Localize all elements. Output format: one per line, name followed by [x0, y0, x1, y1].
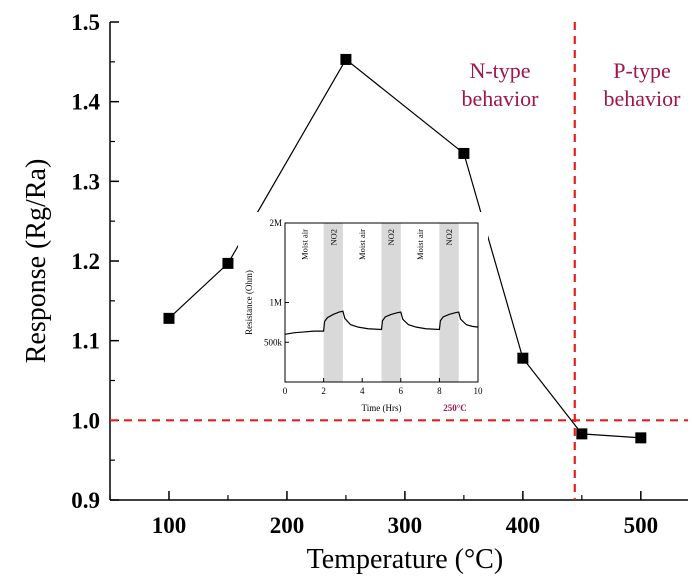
no2-exposure-band — [323, 223, 343, 382]
x-tick-label: 100 — [152, 513, 187, 538]
data-point-marker — [340, 53, 352, 65]
y-tick-label: 1.3 — [71, 169, 100, 194]
y-tick-label: 1.1 — [71, 329, 100, 354]
no2-exposure-band — [439, 223, 459, 382]
inset-y-tick-label: 2M — [269, 218, 282, 228]
inset-y-tick-label: 500k — [264, 337, 283, 347]
inset-phase-label: NO2 — [386, 229, 396, 246]
inset-plot: 0 2 4 6 8 10 500k 1M 2M Time (Hrs) Resistance (Ohm… — [238, 212, 488, 418]
inset-phase-label: Moist air — [357, 229, 367, 260]
inset-x-tick-label: 10 — [474, 386, 484, 396]
x-tick-label: 200 — [270, 513, 305, 538]
inset-x-tick-label: 8 — [437, 386, 442, 396]
data-point-marker — [576, 428, 588, 440]
inset-x-axis-label: Time (Hrs) — [362, 403, 402, 413]
y-axis-label: Response (Rg/Ra) — [21, 159, 52, 364]
inset-phase-label: NO2 — [328, 229, 338, 246]
y-tick-label: 1.0 — [71, 408, 100, 433]
data-point-marker — [517, 352, 529, 364]
inset-phase-label: Moist air — [299, 229, 309, 260]
inset-phase-label: Moist air — [415, 229, 425, 260]
inset-x-tick-label: 4 — [360, 386, 365, 396]
y-tick-label: 1.5 — [71, 10, 100, 35]
data-point-marker — [635, 432, 647, 444]
inset-phase-label: NO2 — [444, 229, 454, 246]
resistance-trace — [284, 310, 479, 335]
x-tick-label: 500 — [624, 513, 659, 538]
x-tick-label: 300 — [388, 513, 423, 538]
n-type-label-line2: behavior — [462, 86, 540, 111]
y-tick-label: 0.9 — [71, 488, 100, 513]
x-tick-label: 400 — [506, 513, 541, 538]
inset-temperature-label: 250°C — [443, 403, 467, 413]
inset-y-axis-label: Resistance (Ohm) — [244, 270, 254, 335]
data-point-marker — [222, 257, 234, 269]
y-tick-label: 1.4 — [71, 90, 100, 115]
x-axis-label: Temperature (°C) — [307, 544, 504, 575]
inset-x-tick-label: 6 — [399, 386, 404, 396]
p-type-label-line1: P-type — [613, 58, 670, 83]
y-tick-label: 1.2 — [71, 249, 100, 274]
inset-x-tick-label: 2 — [321, 386, 326, 396]
data-point-marker — [163, 312, 175, 324]
inset-x-tick-label: 0 — [283, 386, 288, 396]
inset-y-tick-label: 1M — [269, 298, 282, 308]
p-type-label-line2: behavior — [604, 86, 682, 111]
no2-exposure-band — [381, 223, 401, 382]
data-point-marker — [458, 147, 470, 159]
n-type-label-line1: N-type — [469, 58, 530, 83]
